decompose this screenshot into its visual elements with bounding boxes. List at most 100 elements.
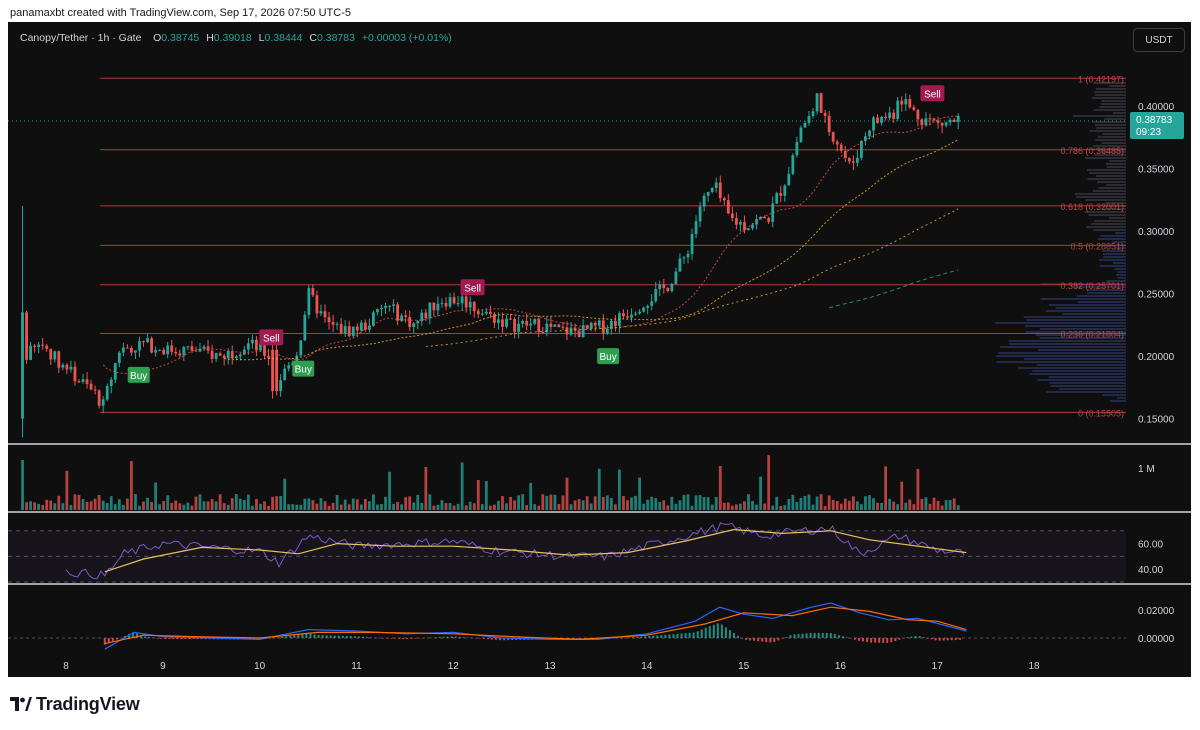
volume-profile-bar	[1032, 370, 1126, 372]
candle-body	[436, 303, 440, 311]
volume-bar	[771, 505, 775, 510]
candle-body	[202, 346, 206, 349]
low-label: L	[258, 32, 265, 44]
volume-bar	[670, 496, 674, 510]
macd-histogram-bar	[341, 635, 344, 638]
macd-signal-line	[104, 606, 967, 645]
macd-histogram-bar	[886, 638, 889, 643]
candle-body	[545, 323, 549, 333]
macd-histogram-bar	[769, 638, 772, 643]
volume-bar	[408, 496, 412, 510]
volume-bar	[847, 500, 851, 510]
macd-histogram-bar	[337, 635, 340, 638]
volume-bar	[117, 499, 121, 510]
candle-body	[864, 136, 867, 141]
volume-bar	[722, 502, 726, 510]
volume-bar	[214, 501, 218, 510]
candle-body	[706, 191, 710, 196]
volume-bar	[888, 498, 892, 510]
candle-body	[138, 341, 141, 351]
volume-bar	[311, 500, 315, 510]
macd-histogram-bar	[390, 638, 393, 639]
candle-body	[529, 323, 533, 326]
macd-histogram-bar	[680, 633, 683, 638]
candle-body	[924, 118, 928, 126]
candle-body	[569, 327, 573, 335]
macd-histogram-bar	[281, 636, 284, 638]
volume-bar	[622, 496, 625, 510]
candle-body	[779, 193, 783, 196]
candle-body	[186, 346, 190, 348]
candle-body	[549, 323, 553, 327]
currency-button[interactable]: USDT	[1133, 28, 1185, 52]
volume-bar	[565, 477, 569, 510]
volume-bar	[53, 503, 57, 510]
brand-name: TradingView	[36, 693, 140, 714]
candle-body	[101, 399, 105, 406]
candle-body	[121, 347, 125, 353]
macd-histogram-bar	[144, 636, 147, 638]
macd-axis-tick: 0.00000	[1138, 634, 1175, 645]
symbol-interval[interactable]: 1h	[97, 32, 110, 44]
volume-bar	[956, 505, 960, 510]
candle-body	[557, 324, 561, 328]
volume-profile-bar	[1095, 139, 1126, 141]
volume-bar	[642, 503, 646, 510]
volume-profile-bar	[1098, 238, 1126, 240]
volume-profile-bar	[1112, 262, 1126, 264]
volume-bar	[315, 503, 319, 510]
symbol-legend: Canopy/Tether · 1h · Gate O0.38745 H0.39…	[20, 32, 452, 44]
volume-bar	[896, 504, 900, 510]
volume-bar	[545, 495, 549, 510]
buy-signal-badge	[127, 366, 150, 383]
candle-body	[166, 345, 170, 355]
volume-bar	[57, 495, 61, 510]
macd-histogram-bar	[753, 638, 756, 641]
macd-histogram-bar	[741, 638, 744, 639]
macd-histogram-bar	[575, 638, 578, 639]
candle-body	[497, 319, 500, 323]
volume-profile-bar	[1035, 334, 1126, 336]
volume-bar	[803, 495, 807, 510]
rsi-axis-tick: 40.00	[1138, 565, 1163, 576]
price-axis-tick: 0.25000	[1138, 290, 1175, 301]
volume-bar	[823, 505, 827, 510]
candle-body	[815, 93, 819, 112]
volume-bar	[662, 500, 666, 510]
candle-body	[936, 120, 940, 123]
candle-body	[432, 302, 436, 311]
macd-histogram-bar	[785, 636, 788, 638]
volume-bar	[271, 496, 274, 510]
volume-bar	[577, 499, 581, 510]
candle-body	[279, 380, 283, 392]
volume-profile-bar	[1089, 130, 1126, 132]
candle-body	[113, 363, 117, 380]
macd-histogram-bar	[192, 638, 195, 640]
price-chart[interactable]: 1 (0.42197) 0.786 (0.36485) 0.618 (0.32001…	[8, 22, 1191, 677]
volume-profile-bar	[1084, 211, 1126, 213]
candle-body	[384, 305, 387, 308]
macd-histogram-bar	[696, 631, 699, 638]
volume-profile-bar	[1023, 316, 1126, 318]
candle-body	[210, 350, 214, 359]
volume-profile-bar	[1008, 343, 1126, 345]
macd-histogram-bar	[890, 638, 893, 643]
candle-body	[117, 352, 121, 364]
macd-histogram-bar	[374, 637, 377, 639]
candle-body	[416, 320, 420, 324]
candle-body	[311, 288, 315, 296]
fib-level-label: 0.618 (0.32001)	[1060, 202, 1124, 212]
volume-profile-bar	[1040, 283, 1126, 285]
macd-histogram-bar	[474, 638, 477, 639]
macd-histogram-bar	[168, 638, 171, 640]
symbol-pair[interactable]: Canopy/Tether	[20, 32, 89, 44]
macd-histogram-bar	[732, 632, 735, 638]
macd-histogram-bar	[184, 638, 187, 640]
chart-frame[interactable]: 1 (0.42197) 0.786 (0.36485) 0.618 (0.32001…	[8, 22, 1191, 677]
volume-bar	[815, 496, 819, 510]
candle-body	[517, 323, 521, 332]
volume-bar	[444, 503, 448, 510]
macd-histogram-bar	[446, 636, 449, 638]
tradingview-brand[interactable]: TradingView	[10, 693, 140, 715]
volume-profile-bar	[1097, 136, 1126, 138]
